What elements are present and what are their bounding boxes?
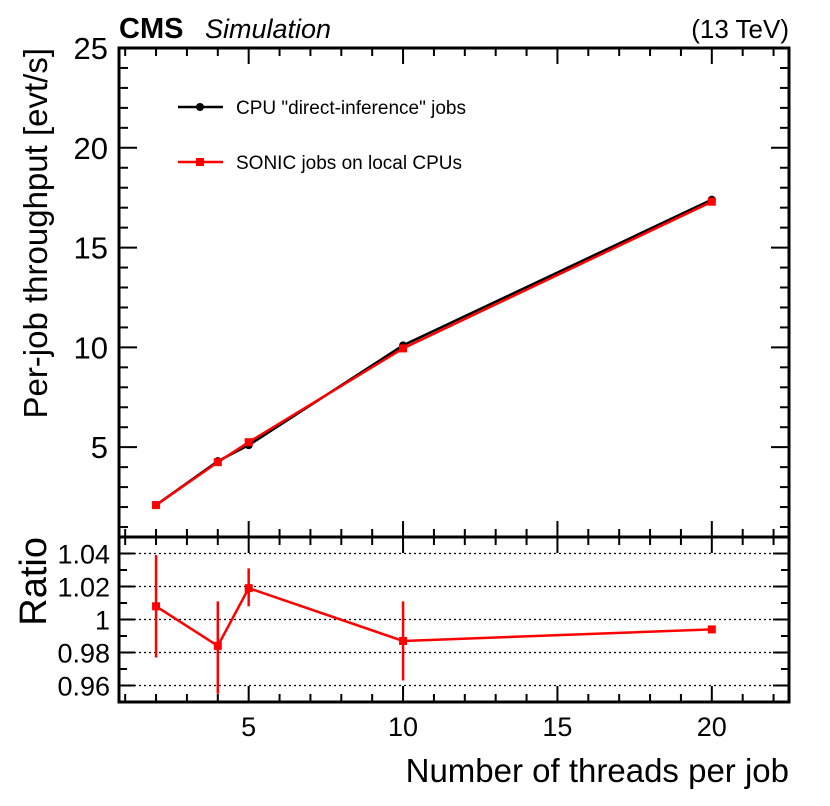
energy-label: (13 TeV) — [691, 14, 789, 44]
ratio-y-tick-label: 1.04 — [57, 540, 110, 570]
ratio-data-point — [152, 602, 161, 611]
sonic-series-line — [155, 200, 713, 507]
main-series-layer — [152, 195, 716, 510]
x-tick-label: 20 — [697, 712, 727, 742]
ratio-gridlines — [119, 552, 789, 687]
ratio-data-point — [707, 625, 716, 634]
ratio-series-layer — [152, 555, 716, 694]
ratio-y-axis-title: Ratio — [13, 537, 55, 626]
main-y-tick-label: 20 — [74, 131, 108, 166]
main-y-tick-label: 25 — [74, 31, 108, 66]
ratio-data-point — [244, 584, 253, 593]
legend-sonic-label: SONIC jobs on local CPUs — [236, 153, 462, 174]
main-y-tick-label: 15 — [74, 231, 108, 266]
sonic-data-point — [399, 344, 408, 353]
legend: CPU "direct-inference" jobs SONIC jobs o… — [178, 98, 466, 174]
sonic-data-point — [244, 438, 253, 447]
cms-label: CMS — [119, 13, 183, 45]
x-tick-label: 5 — [241, 712, 256, 742]
main-y-axis-title: Per-job throughput [evt/s] — [17, 48, 54, 419]
ratio-y-tick-label: 1 — [95, 606, 110, 636]
sonic-data-point — [213, 458, 222, 467]
ratio-series-line — [155, 586, 712, 648]
ratio-y-tick-label: 0.98 — [57, 639, 110, 669]
ratio-data-point — [213, 641, 222, 650]
sonic-data-point — [152, 501, 161, 510]
legend-cpu-label: CPU "direct-inference" jobs — [236, 98, 466, 119]
x-tick-label: 10 — [388, 712, 418, 742]
ratio-data-point — [399, 636, 408, 645]
main-y-tick-label: 10 — [74, 330, 108, 365]
x-axis-title: Number of threads per job — [406, 752, 789, 789]
legend-cpu-marker — [196, 103, 204, 111]
ratio-y-tick-label: 1.02 — [57, 573, 110, 603]
main-y-tick-label: 5 — [91, 430, 108, 465]
ratio-y-tick-label: 0.96 — [57, 672, 110, 702]
cpu-series-line — [155, 198, 713, 507]
main-axis-ticks: 5 10 15 20 25 — [74, 31, 789, 537]
x-tick-label: 15 — [542, 712, 572, 742]
sonic-data-point — [707, 197, 716, 206]
simulation-label: Simulation — [205, 14, 331, 44]
legend-sonic-marker — [196, 158, 204, 166]
